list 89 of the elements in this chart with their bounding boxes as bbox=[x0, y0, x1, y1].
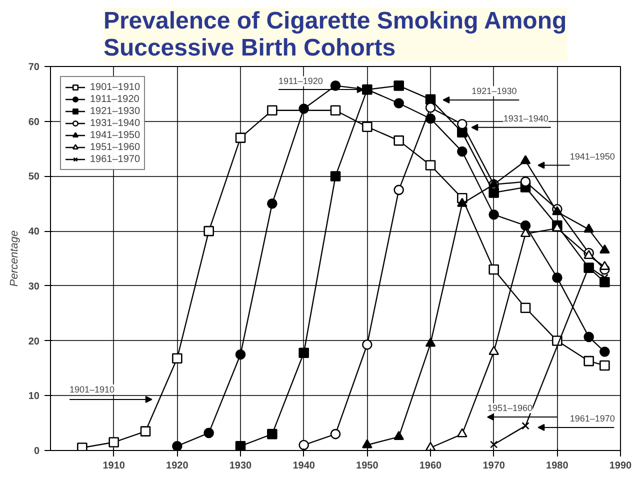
y-tick-label: 40 bbox=[28, 226, 40, 238]
point bbox=[362, 84, 372, 95]
point bbox=[600, 360, 610, 371]
legend-label: 1931–1940 bbox=[90, 117, 140, 129]
point bbox=[394, 135, 404, 146]
legend-label: 1901–1910 bbox=[90, 81, 140, 93]
point bbox=[425, 102, 436, 113]
point bbox=[457, 118, 468, 130]
point bbox=[330, 428, 341, 440]
point bbox=[520, 155, 531, 164]
annotation: 1921–1930 bbox=[472, 86, 517, 96]
annotation: 1901–1910 bbox=[70, 384, 115, 395]
point bbox=[172, 353, 182, 364]
x-tick-label: 1950 bbox=[356, 460, 379, 472]
point bbox=[520, 302, 531, 314]
point bbox=[172, 440, 182, 450]
point bbox=[425, 113, 436, 124]
y-tick-label: 30 bbox=[28, 281, 40, 292]
point bbox=[488, 209, 499, 220]
point bbox=[490, 440, 498, 448]
point bbox=[552, 272, 562, 283]
point bbox=[394, 184, 404, 196]
point bbox=[330, 105, 341, 116]
x-tick-label: 1920 bbox=[166, 460, 189, 472]
point bbox=[584, 332, 594, 342]
point bbox=[600, 346, 610, 357]
point bbox=[298, 104, 309, 114]
point bbox=[362, 339, 372, 350]
point bbox=[204, 428, 214, 438]
point bbox=[584, 356, 594, 366]
x-tick-label: 1910 bbox=[102, 460, 126, 472]
chart-title: Prevalence of Cigarette Smoking Among Successive Birth Cohorts bbox=[103, 8, 567, 62]
annotation: 1911–1920 bbox=[278, 76, 323, 86]
point bbox=[394, 80, 404, 91]
point bbox=[488, 346, 499, 356]
legend-label: 1911–1920 bbox=[90, 93, 140, 105]
point bbox=[520, 220, 531, 231]
point bbox=[488, 264, 499, 275]
legend-label: 1961–1970 bbox=[90, 153, 140, 165]
point bbox=[425, 160, 436, 170]
point bbox=[457, 146, 468, 157]
point bbox=[425, 338, 436, 347]
y-tick-label: 0 bbox=[34, 446, 40, 457]
point bbox=[108, 437, 119, 448]
y-tick-label: 70 bbox=[28, 62, 40, 73]
x-tick-label: 1970 bbox=[482, 460, 506, 472]
point bbox=[267, 198, 278, 209]
annotation: 1951–1960 bbox=[488, 403, 533, 414]
y-tick-label: 20 bbox=[28, 336, 40, 348]
point bbox=[488, 188, 499, 198]
x-tick-label: 1990 bbox=[609, 460, 632, 472]
point bbox=[394, 98, 404, 108]
point bbox=[457, 428, 468, 438]
point bbox=[235, 132, 246, 143]
point bbox=[298, 440, 309, 450]
point bbox=[330, 80, 341, 91]
point bbox=[77, 442, 88, 450]
legend-label: 1921–1930 bbox=[90, 105, 140, 117]
annotation: 1961–1970 bbox=[570, 414, 615, 424]
y-tick-label: 50 bbox=[28, 172, 40, 183]
point bbox=[362, 439, 372, 448]
point bbox=[235, 349, 246, 360]
y-tick-label: 60 bbox=[28, 116, 40, 128]
annotation: 1941–1950 bbox=[570, 151, 615, 162]
point bbox=[140, 426, 151, 436]
legend-label: 1951–1960 bbox=[90, 141, 140, 153]
x-tick-label: 1960 bbox=[419, 460, 442, 472]
x-tick-label: 1930 bbox=[229, 460, 252, 472]
point bbox=[520, 176, 531, 187]
point bbox=[362, 122, 372, 132]
point bbox=[522, 422, 530, 430]
point bbox=[267, 105, 278, 116]
point bbox=[235, 440, 246, 450]
point bbox=[600, 244, 610, 254]
point bbox=[457, 198, 468, 207]
point bbox=[267, 428, 278, 440]
point bbox=[600, 260, 610, 270]
annotation: 1931–1940 bbox=[503, 114, 548, 124]
legend-label: 1941–1950 bbox=[90, 129, 140, 141]
point bbox=[204, 226, 214, 236]
point bbox=[298, 348, 309, 358]
x-tick-label: 1940 bbox=[292, 460, 316, 472]
point bbox=[394, 430, 404, 440]
point bbox=[552, 206, 562, 216]
y-axis-title: Percentage bbox=[8, 230, 20, 287]
x-tick-label: 1980 bbox=[546, 460, 569, 472]
point bbox=[584, 224, 594, 233]
y-tick-label: 10 bbox=[28, 391, 40, 402]
point bbox=[330, 171, 341, 182]
